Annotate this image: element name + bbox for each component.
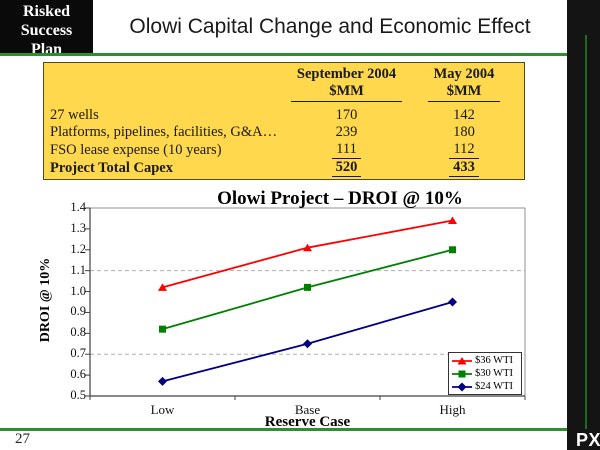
- series-marker: [303, 243, 312, 252]
- series-marker: [158, 283, 167, 291]
- logo-line-1: Risked: [22, 3, 71, 20]
- row-sep-value: 520: [289, 159, 404, 177]
- row-may-value: 433: [404, 159, 524, 177]
- slide-title: Olowi Capital Change and Economic Effect: [93, 0, 567, 53]
- col-header-may-line1: May 2004: [433, 66, 495, 82]
- row-sep-value: 239: [335, 124, 358, 140]
- row-label: Platforms, pipelines, facilities, G&A…: [50, 124, 278, 140]
- y-tick-label: 1.1: [70, 262, 86, 277]
- legend-item: $36 WTI: [452, 354, 518, 367]
- x-category-label: Low: [150, 402, 175, 417]
- table-header-row: September 2004 $MM May 2004 $MM: [44, 63, 524, 104]
- page-number: 27: [15, 431, 30, 447]
- legend-label: $24 WTI: [475, 381, 514, 392]
- legend-swatch-icon: [452, 356, 472, 364]
- series-marker: [159, 325, 166, 333]
- y-tick-label: 0.8: [70, 325, 86, 340]
- series-marker: [304, 283, 311, 291]
- top-divider-line: [0, 53, 587, 56]
- y-tick-label: 1.4: [70, 200, 86, 214]
- row-label: 27 wells: [50, 107, 99, 123]
- row-label: Project Total Capex: [50, 160, 173, 176]
- capex-table: September 2004 $MM May 2004 $MM 27 wells…: [43, 62, 525, 180]
- chart-title: Olowi Project – DROI @ 10%: [217, 188, 463, 209]
- series-marker: [458, 370, 466, 377]
- bottom-divider-line: [0, 428, 587, 431]
- series-marker: [457, 356, 467, 364]
- series-marker: [448, 216, 457, 225]
- series-line: [162, 301, 453, 383]
- row-may-value: 112: [404, 141, 524, 159]
- col-header-september-line2: $MM: [329, 83, 364, 99]
- legend-item: $30 WTI: [452, 367, 518, 380]
- legend-label: $30 WTI: [475, 368, 514, 379]
- col-header-may-line2: $MM: [446, 83, 482, 99]
- col-header-september-line1: September 2004: [296, 66, 397, 82]
- table-row: 27 wells 170 142: [44, 104, 524, 124]
- table-total-row: Project Total Capex 520 433: [44, 159, 524, 179]
- legend-swatch-icon: [452, 382, 472, 391]
- x-axis-title: Reserve Case: [264, 414, 351, 430]
- row-may-value: 180: [453, 124, 475, 140]
- y-tick-label: 0.5: [70, 388, 86, 402]
- risked-success-plan-logo: Risked Success Plan: [0, 0, 93, 53]
- y-tick-label: 1.2: [70, 241, 86, 256]
- legend-label: $36 WTI: [475, 355, 514, 366]
- y-tick-label: 0.6: [70, 367, 86, 382]
- y-tick-label: 0.9: [70, 304, 86, 319]
- col-header-may: May 2004 $MM: [404, 66, 524, 102]
- series-marker: [457, 382, 467, 391]
- x-category-label: Base: [294, 402, 321, 417]
- col-header-september: September 2004 $MM: [289, 66, 404, 102]
- series-marker: [448, 297, 457, 307]
- logo-line-3: Plan: [30, 41, 63, 53]
- row-sep-value: 111: [289, 141, 404, 159]
- y-tick-label: 0.7: [70, 346, 86, 361]
- row-sep-value: 170: [335, 107, 358, 123]
- right-side-bar: [567, 0, 600, 450]
- y-axis-title: DROI @ 10%: [38, 257, 53, 343]
- y-tick-label: 1.3: [70, 220, 86, 235]
- row-may-value: 142: [453, 107, 475, 123]
- series-marker: [449, 246, 456, 254]
- table-row: Platforms, pipelines, facilities, G&A… 2…: [44, 124, 524, 141]
- x-category-label: High: [439, 402, 466, 417]
- series-marker: [158, 376, 167, 386]
- series-marker: [303, 339, 312, 349]
- legend-swatch-icon: [452, 370, 472, 377]
- series-line: [162, 248, 453, 331]
- row-label: FSO lease expense (10 years): [50, 142, 222, 158]
- right-green-accent-line: [585, 35, 587, 429]
- pxd-brand-logo: PXD: [576, 430, 600, 450]
- logo-line-2: Success: [20, 22, 73, 39]
- series-line: [162, 219, 453, 289]
- chart-legend: $36 WTI $30 WTI $24 WTI: [448, 352, 522, 395]
- y-tick-label: 1.0: [70, 283, 86, 298]
- legend-item: $24 WTI: [452, 380, 518, 393]
- table-row: FSO lease expense (10 years) 111 112: [44, 141, 524, 159]
